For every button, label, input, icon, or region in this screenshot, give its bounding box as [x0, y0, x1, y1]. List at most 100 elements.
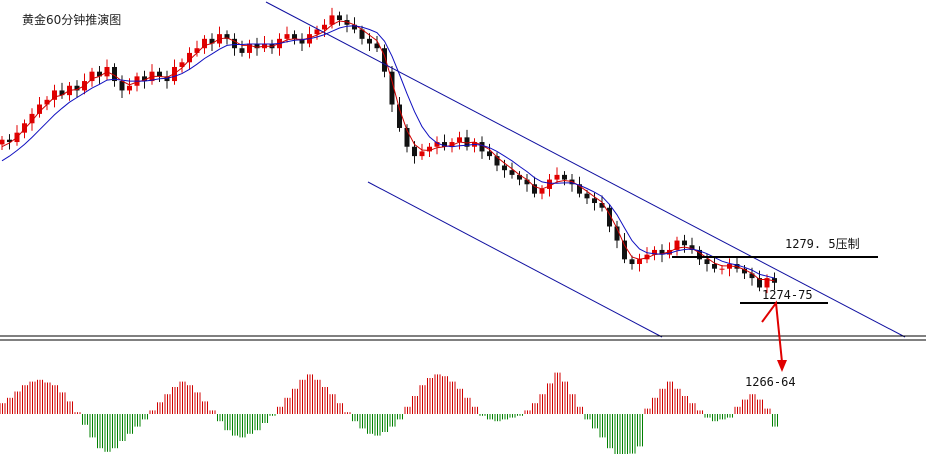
histogram-bar	[182, 381, 183, 414]
histogram-bar	[634, 414, 636, 454]
histogram-bar	[242, 414, 243, 438]
histogram-bar	[34, 381, 36, 414]
histogram-bar	[57, 385, 58, 414]
histogram-bar	[347, 412, 348, 414]
histogram-bar	[262, 414, 263, 423]
histogram-bar	[727, 414, 728, 418]
histogram-bar	[417, 396, 418, 414]
histogram-bar	[379, 414, 381, 436]
histogram-bar	[692, 403, 693, 414]
histogram-bar	[49, 382, 51, 414]
histogram-bar	[507, 414, 508, 420]
histogram-bar	[527, 410, 528, 414]
histogram-bar	[377, 414, 378, 436]
histogram-bar	[337, 403, 338, 414]
candle-body	[494, 156, 500, 166]
histogram-bar	[319, 379, 321, 414]
histogram-bar	[47, 382, 48, 414]
histogram-bar	[427, 378, 428, 414]
histogram-bar	[127, 414, 128, 434]
histogram-bar	[707, 414, 708, 418]
channel-lower-line	[367, 181, 663, 338]
histogram-bar	[374, 414, 376, 436]
histogram-bar	[414, 396, 416, 414]
candle-body	[22, 123, 27, 133]
histogram-bar	[77, 412, 78, 414]
histogram-bar	[92, 414, 93, 438]
histogram-bar	[197, 392, 198, 414]
histogram-bar	[552, 383, 553, 414]
histogram-bar	[384, 414, 386, 432]
histogram-bar	[579, 406, 581, 414]
histogram-bar	[399, 414, 401, 420]
histogram-bar	[54, 385, 56, 414]
candle-body	[674, 240, 680, 250]
candle-body	[322, 24, 327, 30]
histogram-bar	[84, 414, 86, 425]
histogram-bar	[722, 414, 723, 420]
histogram-bar	[497, 414, 498, 422]
histogram-bar	[177, 387, 178, 414]
histogram-bar	[199, 392, 201, 414]
histogram-bar	[504, 414, 506, 420]
histogram-bar	[612, 414, 613, 449]
histogram-bar	[734, 406, 736, 414]
histogram-bar	[222, 414, 223, 422]
histogram-bar	[537, 403, 538, 414]
histogram-bar	[664, 388, 666, 414]
histogram-bar	[652, 397, 653, 414]
histogram-bar	[732, 414, 733, 418]
histogram-bar	[187, 385, 188, 414]
histogram-bar	[89, 414, 91, 438]
histogram-bar	[29, 381, 31, 414]
candle-body	[59, 90, 65, 96]
histogram-bar	[412, 396, 413, 414]
histogram-bar	[689, 403, 691, 414]
histogram-bar	[462, 388, 463, 414]
candle-body	[532, 184, 537, 194]
histogram-bar	[332, 394, 333, 414]
candle-body	[232, 38, 237, 49]
histogram-bar	[22, 385, 23, 414]
histogram-bar	[44, 382, 46, 414]
candle-body	[412, 146, 417, 157]
histogram-bar	[249, 414, 251, 434]
histogram-bar	[529, 410, 531, 414]
histogram-bar	[604, 414, 606, 438]
histogram-bar	[139, 414, 141, 427]
histogram-bar	[754, 394, 756, 414]
histogram-bar	[134, 414, 136, 427]
candle-body	[464, 137, 470, 147]
histogram-bar	[162, 402, 163, 414]
candle-body	[367, 38, 372, 44]
candle-body	[404, 127, 410, 147]
histogram-bar	[37, 379, 38, 414]
histogram-bar	[264, 414, 266, 423]
candle-body	[29, 113, 35, 124]
candle-body	[577, 184, 582, 194]
histogram-bar	[279, 406, 281, 414]
histogram-bar	[684, 396, 686, 414]
histogram-bar	[104, 414, 106, 452]
candle-body	[434, 142, 440, 147]
candle-body	[292, 34, 297, 39]
histogram-bar	[554, 372, 556, 414]
support-zone-label: 1274-75	[762, 288, 813, 302]
histogram-bar	[439, 374, 441, 414]
histogram-bar	[712, 414, 713, 422]
histogram-bar	[577, 406, 578, 414]
histogram-bar	[757, 399, 758, 414]
histogram-bar	[662, 388, 663, 414]
histogram-bar	[169, 394, 171, 414]
histogram-bar	[219, 414, 221, 422]
histogram-bar	[647, 408, 648, 414]
histogram-bar	[639, 414, 641, 447]
candle-body	[359, 29, 365, 39]
candle-body	[187, 52, 192, 63]
histogram-bar	[192, 385, 193, 414]
histogram-bar	[307, 374, 308, 414]
channel-upper-line	[265, 1, 906, 338]
candle-body	[427, 146, 432, 152]
histogram-bar	[109, 414, 111, 452]
histogram-bar	[409, 406, 411, 414]
